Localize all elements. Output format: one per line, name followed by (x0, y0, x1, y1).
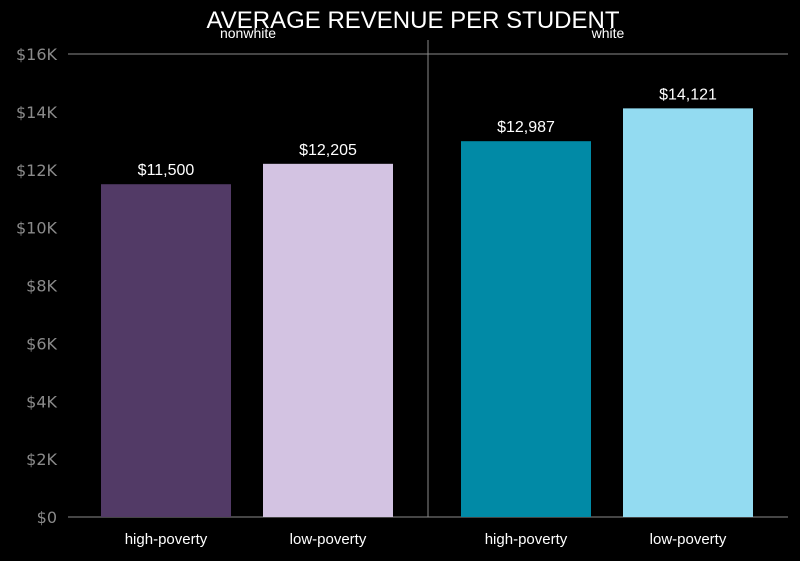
panel-label: nonwhite (220, 25, 276, 41)
bar-value-label: $14,121 (659, 86, 717, 103)
bar-value-label: $11,500 (138, 162, 195, 179)
bar (263, 163, 393, 517)
y-tick-label: $10K (16, 219, 58, 238)
x-tick-label: high-poverty (125, 531, 208, 548)
y-tick-label: $0 (37, 508, 57, 527)
y-tick-label: $14K (16, 103, 58, 122)
x-tick-label: low-poverty (290, 531, 367, 548)
y-axis: $0 $2K $4K $6K $8K $10K $12K $14K $16K (16, 45, 58, 527)
chart-title: AVERAGE REVENUE PER STUDENT (207, 7, 620, 34)
bar-value-label: $12,205 (299, 142, 357, 159)
x-tick-label: low-poverty (650, 531, 727, 548)
chart-panels: nonwhite $11,500 high-poverty $12,205 low-po… (68, 25, 788, 548)
bar (623, 108, 753, 517)
panel-nonwhite: nonwhite $11,500 high-poverty $12,205 low-po… (101, 25, 393, 548)
y-tick-label: $16K (16, 45, 58, 64)
x-tick-label: high-poverty (485, 531, 568, 548)
panel-label: white (591, 25, 625, 41)
y-tick-label: $8K (26, 277, 57, 296)
bar-value-label: $12,987 (497, 119, 555, 136)
bar (461, 141, 591, 517)
y-tick-label: $4K (26, 392, 57, 411)
bar (101, 184, 231, 517)
panel-white: white $12,987 high-poverty $14,121 low-pover… (461, 25, 753, 548)
y-tick-label: $6K (26, 334, 57, 353)
y-tick-label: $12K (16, 161, 58, 180)
y-tick-label: $2K (26, 450, 57, 469)
